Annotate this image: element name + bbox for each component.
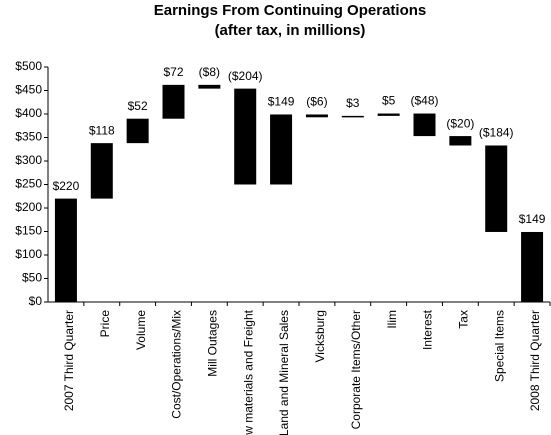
x-tick-label: Cost/Operations/Mix (170, 310, 184, 419)
value-label: ($20) (446, 116, 474, 130)
bar (413, 113, 436, 137)
value-label: ($6) (306, 95, 327, 109)
value-label: $149 (519, 212, 546, 226)
x-tick-label: 2008 Third Quarter (528, 310, 542, 411)
bar (377, 113, 400, 116)
bar (234, 88, 257, 185)
value-label: $5 (382, 94, 396, 108)
bar (126, 118, 149, 144)
bar (341, 115, 364, 118)
y-tick-label: $100 (15, 247, 42, 261)
bar (485, 145, 508, 232)
value-label: ($48) (410, 94, 438, 108)
bar (449, 136, 472, 146)
x-tick-label: Volume (134, 310, 148, 350)
chart-subtitle: (after tax, in millions) (215, 22, 366, 39)
y-tick-label: $200 (15, 200, 42, 214)
chart-title: Earnings From Continuing Operations (154, 2, 427, 19)
x-tick-label: Mill Outages (206, 310, 220, 377)
bar (54, 198, 77, 302)
y-tick-label: $0 (29, 294, 43, 308)
bar (270, 114, 293, 185)
bar (162, 84, 185, 119)
value-label: ($204) (228, 69, 263, 83)
value-label: $72 (163, 65, 183, 79)
y-tick-label: $450 (15, 83, 42, 97)
y-tick-label: $300 (15, 153, 42, 167)
x-tick-label: 2007 Third Quarter (62, 310, 76, 411)
x-tick-label: Land and Mineral Sales (277, 310, 291, 435)
x-tick-label: Corporate Items/Other (349, 310, 363, 429)
bar (198, 84, 221, 89)
y-tick-label: $50 (22, 271, 42, 285)
value-label: $3 (346, 96, 360, 110)
y-tick-label: $400 (15, 106, 42, 120)
y-tick-label: $150 (15, 224, 42, 238)
value-label: $118 (89, 123, 115, 137)
x-tick-label: Special Items (492, 310, 506, 382)
y-tick-label: $500 (15, 59, 42, 73)
value-label: $52 (128, 99, 148, 113)
value-label: ($8) (199, 65, 220, 79)
bar (90, 143, 113, 199)
x-tick-label: Raw materials and Freight (241, 309, 255, 435)
value-label: $149 (268, 95, 295, 109)
bar (305, 114, 328, 118)
x-tick-label: Vicksburg (313, 310, 327, 362)
y-tick-label: $350 (15, 130, 42, 144)
x-tick-label: Ilim (385, 310, 399, 329)
y-tick-label: $250 (15, 177, 42, 191)
x-tick-label: Price (98, 310, 112, 338)
value-label: $220 (53, 179, 80, 193)
value-label: ($184) (479, 126, 514, 140)
bar (521, 231, 544, 302)
x-tick-label: Interest (421, 309, 435, 350)
x-tick-label: Tax (457, 310, 471, 329)
